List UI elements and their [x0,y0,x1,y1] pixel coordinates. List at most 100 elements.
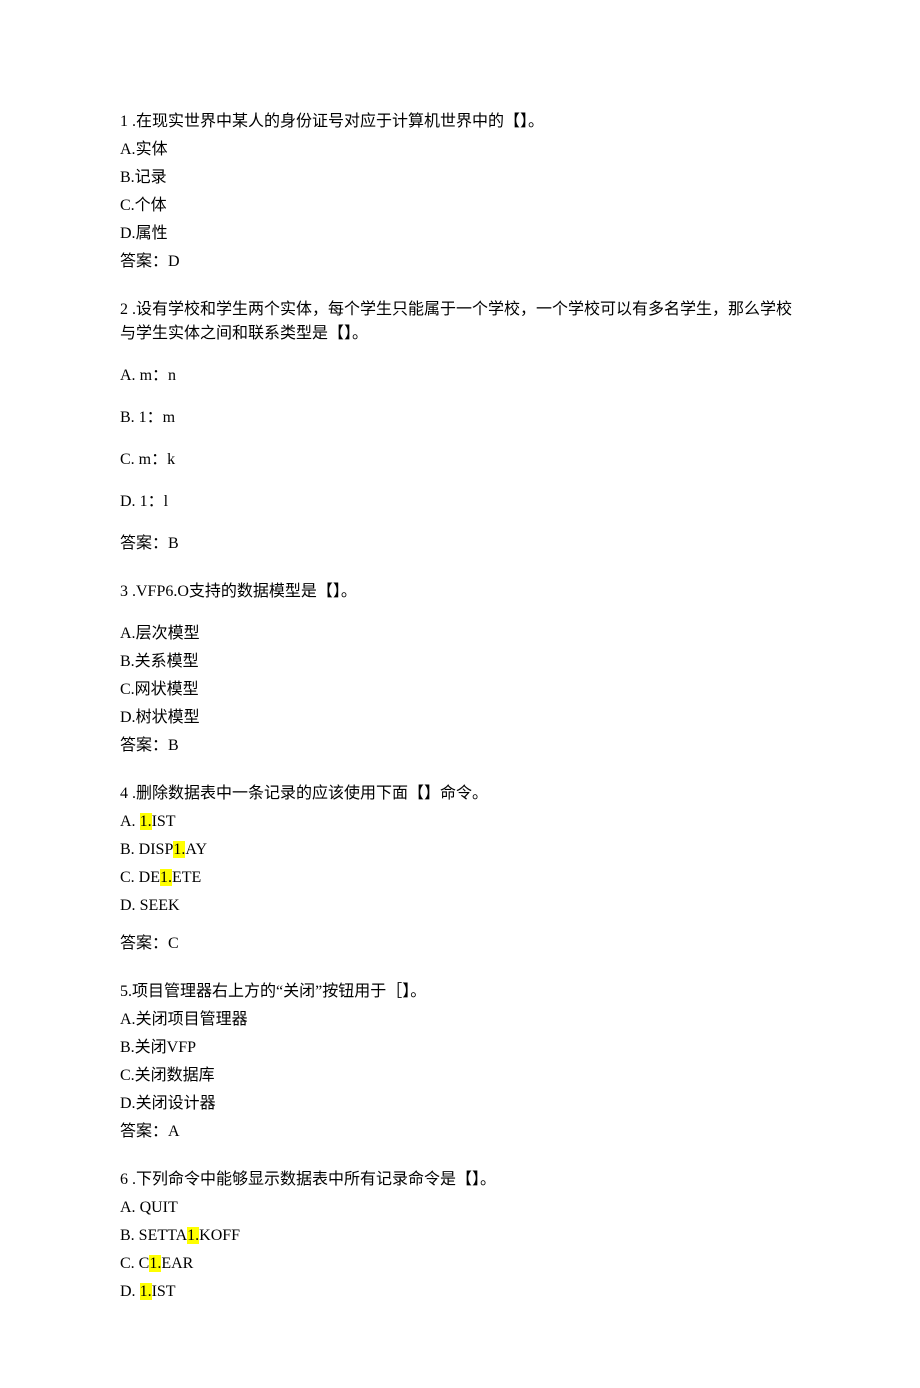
option: A. m：n [120,364,800,388]
option-letter: B. [120,169,135,186]
highlighted-text: 1. [187,1227,199,1244]
option-letter: C. [120,1067,135,1084]
option: C.个体 [120,194,800,218]
option-letter: C. [120,1255,135,1272]
option-text: C [135,1255,150,1272]
option-text: SETTA [135,1227,188,1244]
option-text: AY [185,841,207,858]
option: B.关闭VFP [120,1036,800,1060]
option-text: 1：m [135,409,175,426]
option-letter: A. [120,625,136,642]
option: D.关闭设计器 [120,1092,800,1116]
option-letter: A. [120,141,136,158]
option-letter: B. [120,1227,135,1244]
option-text: DE [135,869,160,886]
option-text: KOFF [199,1227,240,1244]
option-letter: D. [120,225,136,242]
option-letter: A. [120,1199,136,1216]
question-stem: 1 .在现实世界中某人的身份证号对应于计算机世界中的【】。 [120,110,800,134]
option-letter: C. [120,681,135,698]
question-block: 4 .删除数据表中一条记录的应该使用下面【】命令。A. 1.ISTB. DISP… [120,782,800,956]
question-number: 4 [120,785,128,802]
option-letter: B. [120,1039,135,1056]
option-text: QUIT [136,1199,178,1216]
option-text: 个体 [135,197,167,214]
option-letter: B. [120,653,135,670]
question-block: 2 .设有学校和学生两个实体，每个学生只能属于一个学校，一个学校可以有多名学生，… [120,298,800,556]
option-text: 关闭数据库 [135,1067,215,1084]
option: C.关闭数据库 [120,1064,800,1088]
option-text: DISP [135,841,174,858]
option-text: 记录 [135,169,167,186]
option-text: SEEK [136,897,180,914]
option-text: 关闭设计器 [136,1095,216,1112]
option-letter: D. [120,897,136,914]
option-letter: D. [120,1283,136,1300]
option-letter: A. [120,813,136,830]
answer: 答案：C [120,932,800,956]
option-letter: D. [120,493,136,510]
option-text: 实体 [136,141,168,158]
option-letter: C. [120,197,135,214]
option: C.网状模型 [120,678,800,702]
option: C. DE1.ETE [120,866,800,890]
option-letter: D. [120,709,136,726]
option: D. SEEK [120,894,800,918]
question-block: 6 .下列命令中能够显示数据表中所有记录命令是【】。A. QUITB. SETT… [120,1168,800,1304]
option-text: 网状模型 [135,681,199,698]
highlighted-text: 1. [149,1255,161,1272]
option-text: 属性 [136,225,168,242]
question-text: .VFP6.O支持的数据模型是【】。 [128,583,357,600]
question-text: .下列命令中能够显示数据表中所有记录命令是【】。 [128,1171,496,1188]
question-number: 5. [120,983,132,1000]
question-block: 5.项目管理器右上方的“关闭”按钮用于［】。A.关闭项目管理器B.关闭VFPC.… [120,980,800,1144]
option: C. m：k [120,448,800,472]
option-text: 关闭项目管理器 [136,1011,248,1028]
option: B. 1：m [120,406,800,430]
option: B.关系模型 [120,650,800,674]
question-stem: 6 .下列命令中能够显示数据表中所有记录命令是【】。 [120,1168,800,1192]
option-text: 层次模型 [136,625,200,642]
option-text: 1：l [136,493,168,510]
option-text: m：k [135,451,175,468]
option-text: IST [152,813,176,830]
option-text [136,1283,140,1300]
option-letter: B. [120,841,135,858]
highlighted-text: 1. [140,1283,152,1300]
option: D. 1.IST [120,1280,800,1304]
answer: 答案：A [120,1120,800,1144]
option: A. 1.IST [120,810,800,834]
question-stem: 2 .设有学校和学生两个实体，每个学生只能属于一个学校，一个学校可以有多名学生，… [120,298,800,346]
highlighted-text: 1. [173,841,185,858]
option-text: ETE [172,869,201,886]
option-letter: A. [120,1011,136,1028]
option: B. DISP1.AY [120,838,800,862]
option-text [136,813,140,830]
option: A.层次模型 [120,622,800,646]
option: C. C1.EAR [120,1252,800,1276]
answer: 答案：B [120,734,800,758]
option: A.实体 [120,138,800,162]
answer: 答案：D [120,250,800,274]
option-text: 树状模型 [136,709,200,726]
question-text: .设有学校和学生两个实体，每个学生只能属于一个学校，一个学校可以有多名学生，那么… [120,301,792,342]
question-text: .删除数据表中一条记录的应该使用下面【】命令。 [128,785,488,802]
option: B. SETTA1.KOFF [120,1224,800,1248]
question-stem: 5.项目管理器右上方的“关闭”按钮用于［】。 [120,980,800,1004]
highlighted-text: 1. [160,869,172,886]
option-text: m：n [136,367,176,384]
option-text: 关闭VFP [135,1039,196,1056]
answer: 答案：B [120,532,800,556]
option-letter: C. [120,451,135,468]
question-number: 2 [120,301,128,318]
option: B.记录 [120,166,800,190]
option-letter: A. [120,367,136,384]
question-number: 6 [120,1171,128,1188]
option: A.关闭项目管理器 [120,1008,800,1032]
option: A. QUIT [120,1196,800,1220]
option-letter: C. [120,869,135,886]
option-letter: B. [120,409,135,426]
document-content: 1 .在现实世界中某人的身份证号对应于计算机世界中的【】。A.实体B.记录C.个… [120,110,800,1304]
option-text: 关系模型 [135,653,199,670]
option: D.属性 [120,222,800,246]
